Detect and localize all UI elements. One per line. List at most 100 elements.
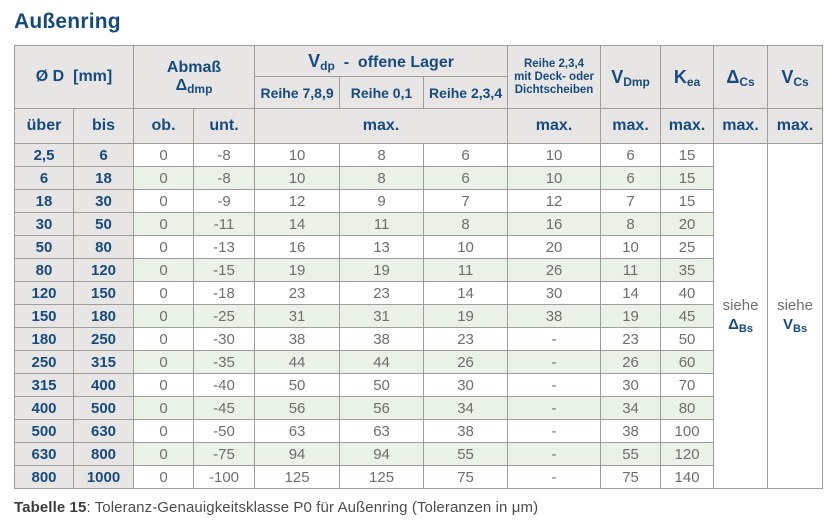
table-row: 50 80 0 -13 16 13 10 20 10 25 [14,235,823,259]
table-row: 6 18 0 -8 10 8 6 10 6 15 [14,166,823,190]
caption-number: Tabelle 15 [14,499,87,516]
table-row: 180 250 0 -30 38 38 23-23 50 [14,327,823,351]
tolerance-value-cell: 7 [423,189,509,213]
diameter-range-cell: 30 [14,212,74,236]
table-row: 630 800 0 -75 94 94 55-55 120 [14,442,823,466]
tolerance-value-cell: 120 [660,442,715,466]
diameter-range-cell: 315 [72,350,135,374]
vdmp-symbol: VDmp [611,66,650,89]
tolerance-value-cell: -100 [193,465,256,489]
tolerance-value-cell: 44 [339,350,425,374]
col-header-reihe-234: Reihe 2,3,4 [423,76,509,109]
tolerance-value-cell: 0 [133,258,195,282]
tolerance-value-cell: 8 [423,212,509,236]
tolerance-value-cell: 10 [600,235,662,259]
table-body: 2,5 6 0 -8 10 8 6 10 6 15 siehe ΔBs siehe VBs 6 18 0 -8 10… [14,143,824,489]
tolerance-value-cell: 50 [254,373,341,397]
table-row: 150 180 0 -25 31 31 19 38 19 45 [14,304,823,328]
siehe-word: siehe [777,297,813,314]
subheader-max-dcs: max. [713,108,769,144]
tolerance-value-cell: 50 [339,373,425,397]
tolerance-value-cell: -8 [193,166,256,190]
tolerance-value-cell: 56 [339,396,425,420]
tolerance-value-cell: 31 [254,304,341,328]
tolerance-value-cell: 0 [133,419,195,443]
diameter-range-cell: 180 [72,304,135,328]
tolerance-value-cell: 56 [254,396,341,420]
tolerance-value-cell: -18 [193,281,256,305]
subheader-max-vcs: max. [767,108,824,144]
delta-cs-symbol: ΔCs [726,66,755,89]
page-title: Außenring [14,10,121,33]
table-row: 80 120 0 -15 19 19 11 26 11 35 [14,258,823,282]
tolerance-value-cell: 63 [339,419,425,443]
table-row: 30 50 0 -11 14 11 8 16 8 20 [14,212,823,236]
diameter-range-cell: 50 [14,235,74,259]
tolerance-value-cell: 23 [600,327,662,351]
outer-diameter-label: Ø D [mm] [35,68,113,85]
tolerance-value-cell: 19 [423,304,509,328]
tolerance-value-cell: 94 [339,442,425,466]
col-header-kea: Kea [660,45,715,109]
tolerance-value-cell: 38 [254,327,341,351]
tolerance-value-cell: - [507,327,602,351]
tolerance-value-cell: 23 [423,327,509,351]
diameter-range-cell: 180 [14,327,74,351]
diameter-range-cell: 1000 [72,465,135,489]
subheader-unt: unt. [193,108,256,144]
tolerance-value-cell: - [507,350,602,374]
tolerance-value-cell: 70 [660,373,715,397]
tolerance-value-cell: 10 [507,143,602,167]
diameter-range-cell: 250 [72,327,135,351]
diameter-range-cell: 150 [14,304,74,328]
siehe-symbol: VBs [782,316,808,336]
diameter-range-cell: 400 [72,373,135,397]
tolerance-value-cell: 11 [600,258,662,282]
tolerance-value-cell: 38 [600,419,662,443]
table-row: 500 630 0 -50 63 63 38-38 100 [14,419,823,443]
tolerance-value-cell: 0 [133,281,195,305]
diameter-range-cell: 6 [72,143,135,167]
header-row-1: Ø D [mm] Abmaß Δdmp Vdp - offene Lager R… [13,45,824,109]
table-row: 250 315 0 -35 44 44 26-26 60 [14,350,823,374]
tolerance-value-cell: 14 [600,281,662,305]
diameter-range-cell: 6 [14,166,74,190]
diameter-range-cell: 18 [72,166,135,190]
diameter-range-cell: 500 [72,396,135,420]
col-header-reihe-01: Reihe 0,1 [339,76,425,109]
tolerance-value-cell: -30 [193,327,256,351]
tolerance-value-cell: 0 [133,465,195,489]
subheader-max-vdmp: max. [600,108,662,144]
tolerance-value-cell: 10 [507,166,602,190]
tolerance-value-cell: 38 [507,304,602,328]
tolerance-value-cell: 0 [133,189,195,213]
tolerance-value-cell: 19 [254,258,341,282]
tolerance-value-cell: 140 [660,465,715,489]
table-row: 315 400 0 -40 50 50 30-30 70 [14,373,823,397]
tolerance-value-cell: 125 [339,465,425,489]
table-row: 800 1000 0 -100 125 125 75-75 140 [14,465,823,489]
tolerance-value-cell: 14 [254,212,341,236]
tolerance-value-cell: 19 [339,258,425,282]
tolerance-value-cell: 30 [507,281,602,305]
diameter-range-cell: 630 [72,419,135,443]
tolerance-value-cell: 125 [254,465,341,489]
tolerance-value-cell: 0 [133,350,195,374]
col-header-vcs: VCs [767,45,824,109]
table-row: 18 30 0 -9 12 9 7 12 7 15 [14,189,823,213]
subheader-max-kea: max. [660,108,715,144]
tolerance-value-cell: 10 [254,143,341,167]
tolerance-value-cell: -75 [193,442,256,466]
diameter-range-cell: 250 [14,350,74,374]
tolerance-value-cell: 6 [600,166,662,190]
tolerance-value-cell: 94 [254,442,341,466]
subheader-max-vdp: max. [254,108,509,144]
tolerance-value-cell: -15 [193,258,256,282]
tolerance-value-cell: 10 [423,235,509,259]
col-header-abmass: Abmaß Δdmp [133,45,256,109]
tolerance-value-cell: 8 [339,143,425,167]
tolerance-value-cell: 0 [133,396,195,420]
tolerance-value-cell: 38 [339,327,425,351]
tolerance-value-cell: 34 [600,396,662,420]
tolerance-value-cell: 6 [600,143,662,167]
